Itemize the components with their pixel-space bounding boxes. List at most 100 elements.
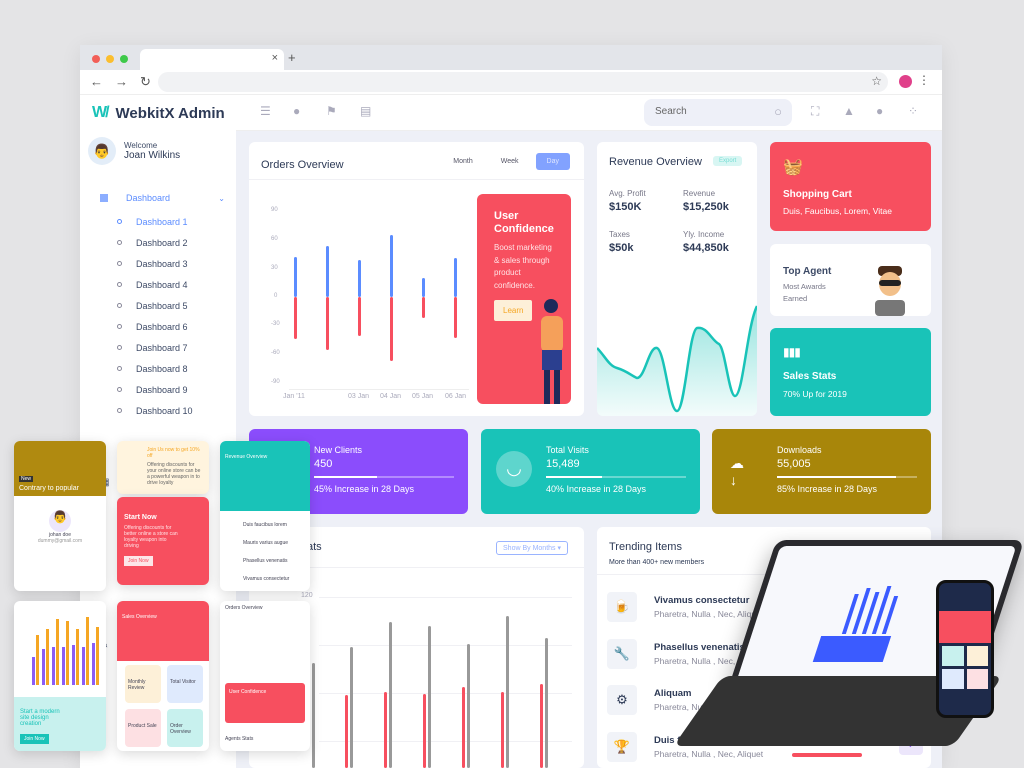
bookmark-star-icon[interactable]: ☆ [871, 74, 882, 88]
chart-bar [384, 692, 387, 768]
sidebar-item-dashboard-1[interactable]: Dashboard 1 [100, 211, 225, 232]
bullet-icon [117, 303, 122, 308]
stat-value: 450 [314, 458, 333, 470]
sidebar-item-dashboard-9[interactable]: Dashboard 9 [100, 379, 225, 400]
sidebar-item-dashboard-3[interactable]: Dashboard 3 [100, 253, 225, 274]
sidebar-item-dashboard-7[interactable]: Dashboard 7 [100, 337, 225, 358]
profile-avatar[interactable] [899, 75, 912, 88]
minimize-window-button[interactable] [106, 55, 114, 63]
chart-bar [312, 663, 315, 768]
cart-title: Shopping Cart [783, 189, 852, 200]
sidebar-item-dashboard[interactable]: Dashboard ⌄ [100, 190, 225, 206]
chart-bar [326, 246, 329, 297]
chart-bar [506, 616, 509, 768]
sidebar-item-dashboard-8[interactable]: Dashboard 8 [100, 358, 225, 379]
trophy-icon: 🏆 [607, 732, 637, 762]
revenue-mini-card: Revenue Overview Duis faucibus lorem Mau… [220, 441, 310, 591]
sidebar-item-dashboard-5[interactable]: Dashboard 5 [100, 295, 225, 316]
start-now-preview-card: Start Now Offering discounts for better … [117, 497, 209, 585]
orders-chart: 90 60 30 0 -30 -60 -90 Jan [259, 190, 474, 405]
downloads-card: ☁ ↓ Downloads 55,005 85% Increase in 28 D… [712, 429, 931, 514]
stat-sub: 45% Increase in 28 Days [314, 484, 415, 494]
y-tick: -90 [271, 379, 280, 385]
user-welcome: 👨 Welcome Joan Wilkins [88, 137, 180, 165]
tab-day[interactable]: Day [535, 153, 570, 170]
item-label: Dashboard 1 [136, 216, 188, 227]
sidebar-item-dashboard-10[interactable]: Dashboard 10 [100, 400, 225, 421]
bell-icon[interactable]: ▲ [843, 104, 855, 118]
menu-lines-icon[interactable]: ☰ [260, 104, 271, 118]
url-input[interactable] [158, 72, 888, 92]
progress-bar [314, 476, 454, 478]
chart-bar [358, 297, 361, 336]
chart-bar [345, 695, 348, 768]
show-by-months-dropdown[interactable]: Show By Months ▾ [496, 541, 568, 555]
profile-preview-card: New Contrary to popular 👨 johan doe dumm… [14, 441, 106, 591]
sidebar-item-dashboard-6[interactable]: Dashboard 6 [100, 316, 225, 337]
progress-indicator [792, 753, 862, 757]
x-label: 03 Jan [348, 393, 370, 400]
flag-icon[interactable]: ⚑ [326, 104, 337, 118]
learn-button[interactable]: Learn [494, 300, 533, 321]
reload-icon[interactable]: ↻ [140, 74, 151, 89]
stat-sub: 85% Increase in 28 Days [777, 484, 878, 494]
browser-tab[interactable]: × [140, 49, 284, 70]
close-window-button[interactable] [92, 55, 100, 63]
sidebar-item-dashboard-4[interactable]: Dashboard 4 [100, 274, 225, 295]
back-icon[interactable]: ← [90, 74, 103, 89]
new-tab-button[interactable]: + [288, 50, 296, 65]
user-icon[interactable]: ● [876, 104, 884, 118]
cart-subtitle: Duis, Faucibus, Lorem, Vitae [783, 206, 892, 216]
item-label: Dashboard 5 [136, 300, 188, 311]
search-input[interactable]: Search ○ [644, 99, 792, 126]
list-item[interactable]: 🔧 Phasellus venenatis nisi Pharetra, Nulla… [607, 639, 907, 669]
sales-stats-card[interactable]: ▮▮▮ Sales Stats 70% Up for 2019 [770, 328, 931, 416]
sidebar-item-dashboard-2[interactable]: Dashboard 2 [100, 232, 225, 253]
search-icon[interactable]: ○ [774, 104, 782, 119]
chat-bubble-icon[interactable]: ● [293, 104, 301, 118]
list-item[interactable]: 🍺 Vivamus consectetur Pharetra, Nulla , Ne… [607, 592, 907, 622]
forward-icon[interactable]: → [115, 74, 128, 89]
sales-overview-preview-card: Sales Overview Monthly Review Total Visi… [117, 601, 209, 751]
chart-bar [423, 694, 426, 768]
bullet-icon [117, 387, 122, 392]
progress-bar [777, 476, 917, 478]
sales-subtitle: 70% Up for 2019 [783, 389, 847, 399]
apps-grid-icon[interactable]: ⁘ [908, 104, 919, 118]
search-placeholder: Search [655, 106, 687, 117]
wrench-gear-icon: 🔧 [607, 639, 637, 669]
user-name: Joan Wilkins [124, 150, 181, 161]
export-button[interactable]: Export [713, 156, 743, 166]
cloud-download-icon: ☁ ↓ [730, 455, 744, 488]
agent-subtitle: Most Awards Earned [783, 282, 826, 303]
fullscreen-icon[interactable]: ⛶ [811, 104, 820, 118]
bullet-icon [117, 219, 122, 224]
item-label: Dashboard 6 [136, 321, 188, 332]
chevron-down-icon: ⌄ [218, 193, 225, 203]
confidence-body: Boost marketing & sales through product … [494, 243, 552, 290]
close-tab-icon[interactable]: × [271, 52, 278, 64]
revenue-area-chart [597, 305, 757, 416]
stat-sub: 40% Increase in 28 Days [546, 484, 647, 494]
chart-bar [422, 278, 425, 297]
browser-menu-icon[interactable]: ⋮ [918, 73, 930, 87]
bullet-icon [117, 282, 122, 287]
orders-overview-card: Orders Overview Month Week Day 90 60 30 … [249, 142, 584, 416]
chart-bar [294, 257, 297, 297]
welcome-label: Welcome [124, 141, 158, 150]
app-title: WebkitX Admin [115, 104, 225, 122]
maximize-window-button[interactable] [120, 55, 128, 63]
item-label: Dashboard 8 [136, 363, 188, 374]
shopping-cart-card[interactable]: 🧺 Shopping Cart Duis, Faucibus, Lorem, V… [770, 142, 931, 231]
avatar[interactable]: 👨 [88, 137, 116, 165]
basket-icon: 🧺 [783, 159, 803, 176]
logo[interactable]: W/ WebkitX Admin [92, 104, 225, 122]
dashboard-label: Dashboard [126, 193, 171, 203]
tab-month[interactable]: Month [453, 158, 473, 165]
chart-bar [390, 235, 393, 297]
clipboard-icon[interactable]: ▤ [360, 104, 372, 118]
y-tick: 60 [271, 236, 278, 242]
chart-bar [294, 297, 297, 339]
tab-week[interactable]: Week [500, 158, 519, 165]
orders-title: Orders Overview [261, 159, 344, 171]
